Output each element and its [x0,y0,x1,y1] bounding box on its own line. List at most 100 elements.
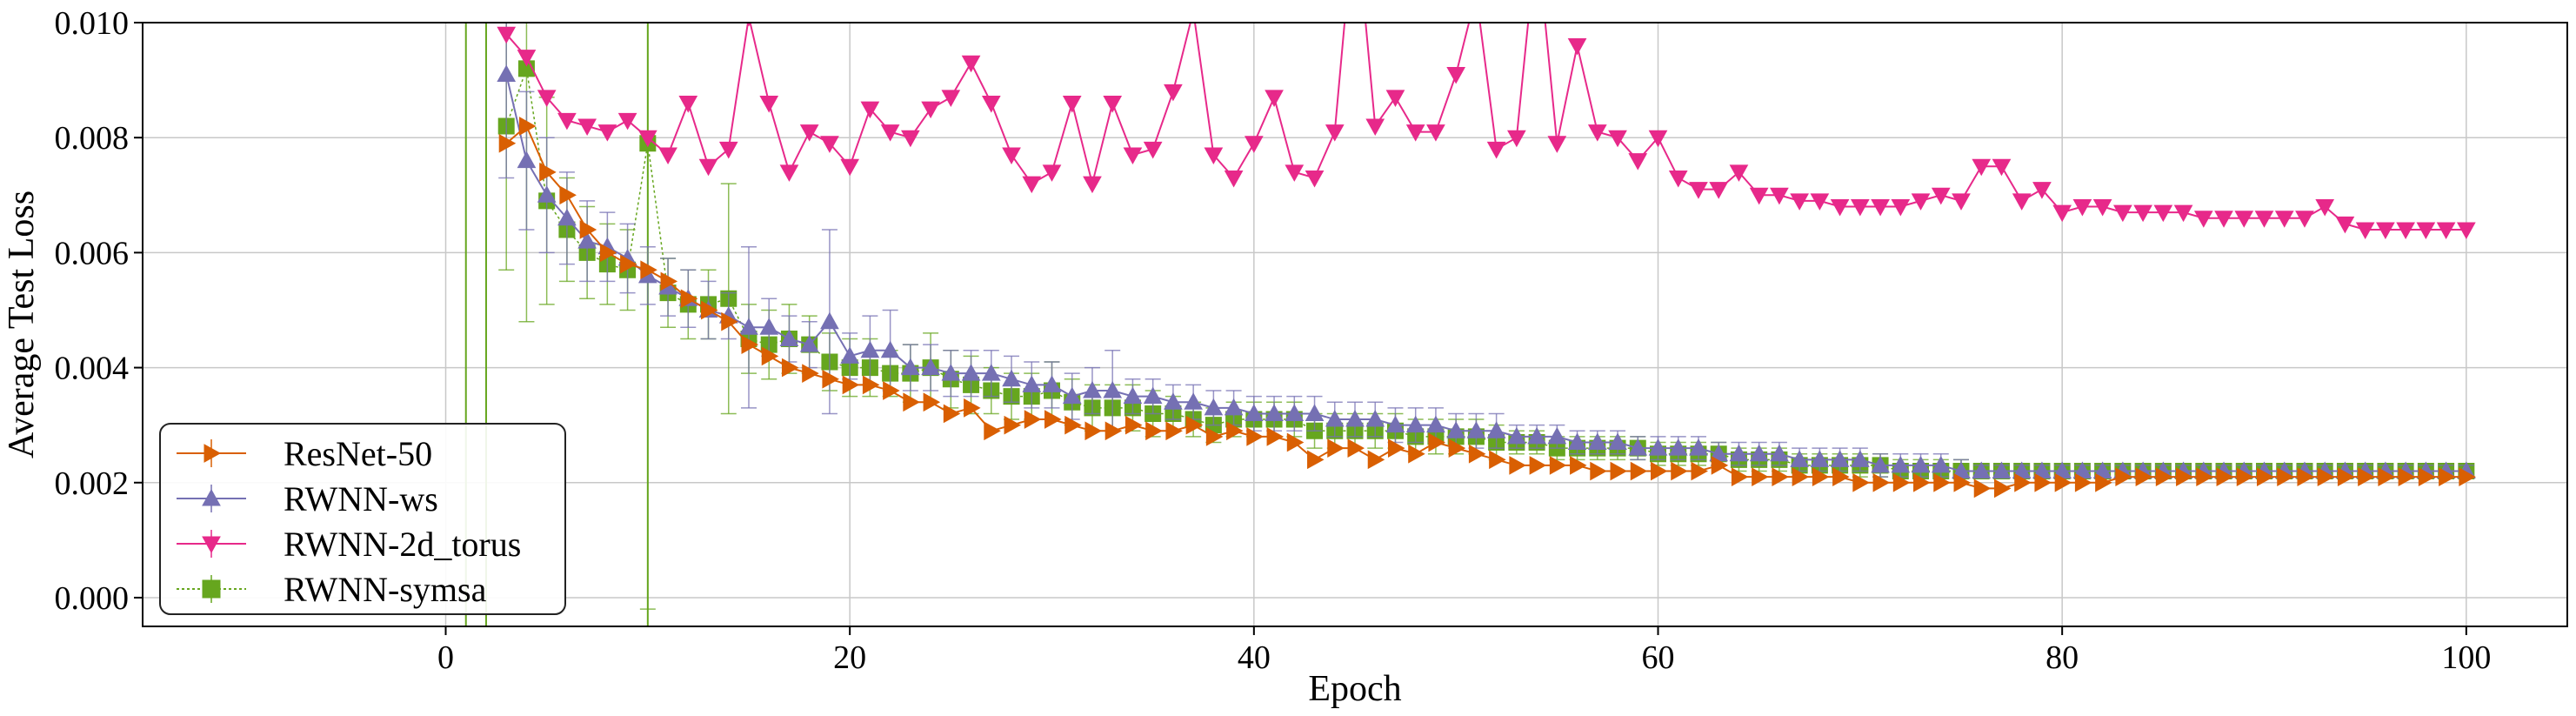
data-point [1468,444,1486,464]
data-point [1509,456,1526,475]
data-point [721,311,738,331]
legend-box [159,423,566,615]
data-point [2274,211,2294,228]
data-point [1729,444,1749,462]
data-point [1567,37,1587,56]
data-point [799,124,819,142]
data-point [1325,124,1345,142]
data-point [820,311,839,330]
data-point [1691,461,1708,481]
data-point [678,96,698,113]
data-point [822,369,839,389]
data-point [2315,199,2335,217]
data-point [2074,472,2092,492]
data-point [498,133,517,153]
data-point [1405,124,1425,142]
data-point [2214,211,2233,228]
data-point [1385,90,1405,107]
data-point [2092,199,2112,217]
data-point [1285,164,1305,182]
data-point [1385,415,1405,433]
data-point [1527,426,1546,445]
data-point [2456,222,2476,239]
data-point [943,404,961,424]
data-point [1850,199,1870,217]
data-point [1285,404,1305,421]
data-point [637,130,657,148]
data-point [1891,455,1911,473]
data-point [1749,187,1769,205]
data-point [1124,415,1143,435]
x-tick-label: 100 [2441,639,2491,676]
data-point [1770,444,1789,462]
data-point [2095,472,2112,492]
data-point [1084,421,1102,441]
data-point [1164,392,1183,410]
data-point [1992,158,2012,177]
data-point [1244,404,1264,421]
legend-label: RWNN-ws [284,479,438,519]
data-point [497,64,517,82]
data-point [2335,216,2355,234]
data-point [1205,427,1224,446]
data-point [1972,158,1992,177]
series-resnet-50 [498,117,2476,499]
data-point [1305,170,1325,188]
data-point [1570,456,1587,475]
data-point [1103,380,1123,398]
data-point [557,208,577,226]
legend-item: ResNet-50 [177,434,432,473]
data-point [2337,467,2355,487]
data-point [1608,432,1627,450]
y-axis-label: Average Test Loss [2,191,42,458]
data-point [2155,467,2173,487]
data-point [1265,404,1284,421]
data-point [597,124,617,142]
data-point [2193,211,2213,228]
data-point [1830,450,1850,467]
data-point [1770,187,1789,205]
data-point [537,185,557,203]
data-point [761,346,779,366]
y-tick-label: 0.006 [55,235,130,271]
data-point [1466,421,1486,438]
data-point [2153,204,2173,223]
data-point [1671,461,1688,481]
data-point [860,340,880,358]
data-point [620,254,637,274]
data-point [2396,222,2415,239]
data-point [1628,438,1648,456]
data-point [779,329,799,347]
data-point [1913,472,1931,492]
data-point [658,147,677,165]
data-point [1387,438,1405,458]
data-point [883,381,900,400]
data-point [1307,450,1325,470]
data-point [1345,410,1365,427]
data-point [517,151,537,169]
data-point [1933,472,1951,492]
data-point [1083,176,1102,194]
data-point [2277,467,2294,487]
data-point [1830,199,1850,217]
data-point [1446,421,1466,438]
x-tick-label: 0 [437,639,454,676]
data-point [2355,222,2375,239]
data-point [1405,415,1425,433]
data-point [1327,438,1345,458]
data-point [1911,455,1931,473]
data-point [1850,450,1870,467]
data-point [577,231,597,249]
data-point [2196,467,2213,487]
data-point [2072,199,2092,217]
data-point [1931,187,1951,205]
series-line [505,68,2466,472]
data-point [2254,211,2274,228]
x-tick-label: 20 [833,639,866,676]
data-point [1529,456,1547,475]
data-point [1042,164,1062,182]
data-point [660,271,678,291]
data-point [779,164,799,182]
data-point [2398,467,2416,487]
